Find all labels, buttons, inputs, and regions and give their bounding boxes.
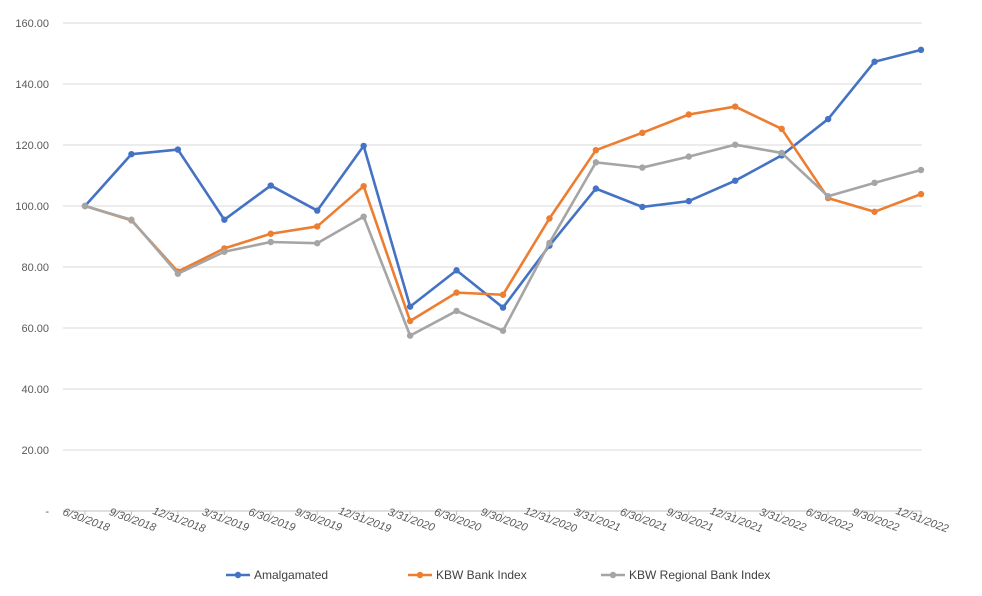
data-point bbox=[917, 166, 925, 174]
data-point bbox=[871, 208, 878, 215]
data-point bbox=[314, 223, 321, 230]
legend-label: KBW Bank Index bbox=[436, 568, 527, 582]
data-point bbox=[81, 202, 89, 210]
legend-label: KBW Regional Bank Index bbox=[629, 568, 770, 582]
x-tick-label: 12/31/2021 bbox=[708, 505, 764, 535]
data-point bbox=[267, 238, 274, 246]
y-axis-ticks: - 20.00 40.00 60.00 80.00 100.00 120.00 140.00 1… bbox=[15, 18, 49, 518]
data-point bbox=[221, 248, 228, 255]
x-tick-label: 3/31/2020 bbox=[386, 506, 437, 534]
data-point bbox=[499, 327, 507, 334]
data-point bbox=[128, 216, 135, 223]
x-tick-label: 6/30/2020 bbox=[433, 506, 484, 534]
x-tick-label: 12/31/2020 bbox=[523, 505, 580, 535]
data-point bbox=[499, 304, 507, 311]
data-point bbox=[128, 150, 135, 158]
y-tick-label: 80.00 bbox=[21, 262, 49, 274]
gridlines bbox=[63, 22, 922, 512]
series-line bbox=[84, 48, 922, 309]
data-point bbox=[453, 289, 460, 296]
data-point bbox=[732, 141, 739, 148]
x-tick-label: 9/30/2022 bbox=[851, 506, 901, 534]
data-point bbox=[267, 182, 274, 189]
data-point bbox=[639, 203, 646, 211]
data-point bbox=[592, 159, 600, 166]
data-point bbox=[824, 193, 832, 200]
y-tick-label: 40.00 bbox=[21, 384, 49, 396]
y-tick-label: - bbox=[45, 506, 49, 518]
data-point bbox=[406, 303, 414, 310]
data-point bbox=[639, 129, 646, 136]
data-point bbox=[314, 207, 321, 214]
data-point bbox=[778, 125, 785, 133]
data-point bbox=[871, 179, 878, 187]
data-point bbox=[499, 291, 507, 298]
data-point bbox=[546, 239, 553, 247]
data-point bbox=[453, 307, 460, 315]
data-point bbox=[453, 267, 460, 274]
y-tick-label: 120.00 bbox=[15, 140, 49, 152]
data-point bbox=[917, 46, 925, 54]
data-point bbox=[592, 185, 600, 192]
data-point bbox=[406, 317, 414, 325]
x-tick-label: 3/31/2019 bbox=[200, 506, 250, 534]
x-tick-label: 9/30/2020 bbox=[479, 506, 530, 534]
legend-label: Amalgamated bbox=[254, 568, 328, 582]
series-lines bbox=[81, 46, 925, 339]
y-tick-label: 60.00 bbox=[21, 323, 49, 335]
data-point bbox=[871, 58, 878, 65]
data-point bbox=[685, 197, 692, 205]
data-point bbox=[639, 164, 646, 171]
data-point bbox=[778, 149, 785, 157]
legend-item: KBW Regional Bank Index bbox=[601, 568, 770, 582]
data-point bbox=[221, 216, 228, 223]
x-tick-label: 12/31/2022 bbox=[894, 505, 950, 535]
data-point bbox=[592, 146, 600, 154]
data-point bbox=[360, 213, 367, 220]
x-tick-label: 3/31/2021 bbox=[572, 506, 622, 534]
y-tick-label: 140.00 bbox=[15, 79, 49, 91]
data-point bbox=[267, 230, 274, 237]
x-tick-label: 9/30/2019 bbox=[293, 506, 343, 534]
data-point bbox=[685, 153, 692, 160]
x-tick-label: 6/30/2022 bbox=[804, 506, 854, 534]
y-tick-label: 100.00 bbox=[15, 201, 49, 213]
data-point bbox=[917, 190, 925, 198]
x-tick-label: 6/30/2021 bbox=[618, 506, 668, 534]
series-2 bbox=[81, 141, 925, 339]
data-point bbox=[360, 142, 367, 150]
data-point bbox=[732, 103, 739, 110]
x-tick-label: 6/30/2019 bbox=[247, 506, 297, 534]
legend-point-marker bbox=[609, 571, 617, 579]
data-point bbox=[174, 270, 182, 277]
series-line bbox=[84, 105, 922, 323]
y-tick-label: 20.00 bbox=[21, 445, 49, 457]
x-tick-label: 12/31/2019 bbox=[337, 505, 393, 535]
x-tick-label: 12/31/2018 bbox=[151, 505, 208, 535]
series-1 bbox=[81, 103, 925, 325]
x-tick-label: 9/30/2021 bbox=[665, 506, 715, 534]
data-point bbox=[314, 240, 321, 247]
y-tick-label: 160.00 bbox=[15, 18, 49, 30]
data-point bbox=[732, 177, 739, 184]
data-point bbox=[406, 332, 414, 339]
legend-item: Amalgamated bbox=[226, 568, 328, 582]
data-point bbox=[174, 146, 182, 153]
x-axis-ticks: 6/30/20189/30/201812/31/20183/31/20196/3… bbox=[61, 505, 950, 535]
legend: Amalgamated KBW Bank Index KBW Regional Ba… bbox=[226, 568, 770, 582]
data-point bbox=[824, 115, 832, 123]
legend-point-marker bbox=[234, 571, 242, 579]
x-tick-label: 9/30/2018 bbox=[107, 506, 158, 534]
legend-point-marker bbox=[416, 571, 424, 579]
legend-item: KBW Bank Index bbox=[408, 568, 527, 582]
series-0 bbox=[81, 46, 925, 311]
x-tick-label: 6/30/2018 bbox=[61, 506, 112, 534]
data-point bbox=[360, 182, 367, 190]
x-tick-label: 3/31/2022 bbox=[758, 506, 808, 534]
data-point bbox=[546, 215, 553, 222]
data-point bbox=[685, 111, 692, 118]
